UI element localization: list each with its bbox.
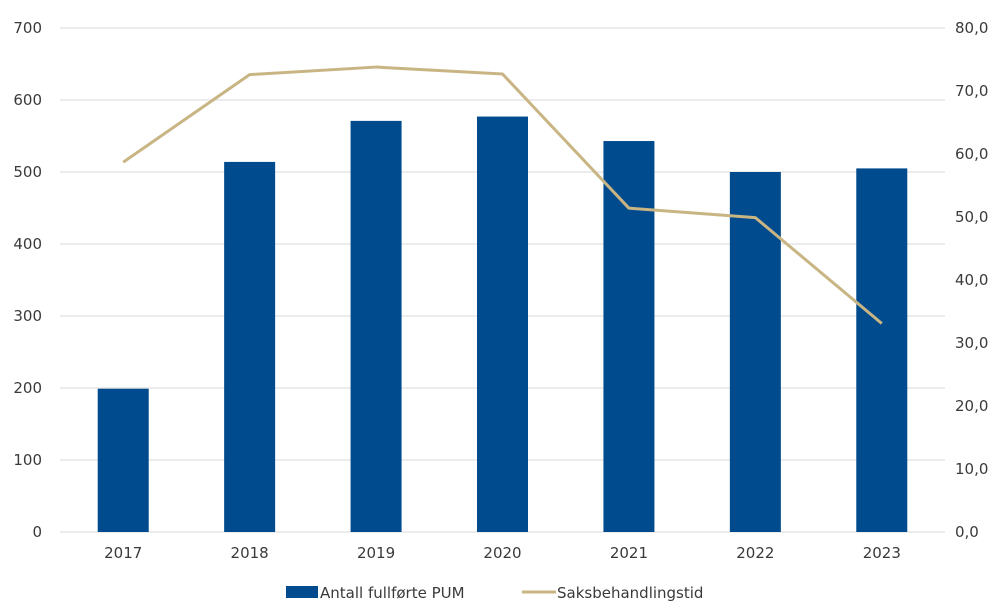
bar-2017 xyxy=(97,388,149,532)
right-axis-tick-label: 70,0 xyxy=(955,82,988,100)
legend-label-line: Saksbehandlingstid xyxy=(557,584,703,602)
legend-swatch-bar xyxy=(286,586,318,598)
right-axis-tick-label: 30,0 xyxy=(955,334,988,352)
x-axis-tick-label: 2019 xyxy=(357,544,395,562)
x-axis-tick-label: 2021 xyxy=(610,544,648,562)
legend: Antall fullførte PUM Saksbehandlingstid xyxy=(286,584,703,602)
left-axis-tick-label: 100 xyxy=(13,451,42,469)
legend-label-bar: Antall fullførte PUM xyxy=(320,584,465,602)
right-axis-tick-label: 0,0 xyxy=(955,523,979,541)
x-axis-tick-label: 2018 xyxy=(231,544,269,562)
bar-2018 xyxy=(224,161,276,533)
bar-2022 xyxy=(729,172,781,532)
x-axis-tick-label: 2017 xyxy=(104,544,142,562)
right-axis-tick-label: 60,0 xyxy=(955,145,988,163)
x-axis-tick-labels: 2017 2018 2019 2020 2021 2022 2023 xyxy=(104,544,901,562)
right-axis-tick-labels: 0,0 10,0 20,0 30,0 40,0 50,0 60,0 70,0 80,0 xyxy=(955,19,988,541)
left-axis-tick-label: 300 xyxy=(13,307,42,325)
right-axis-tick-label: 50,0 xyxy=(955,208,988,226)
bar-2019 xyxy=(350,120,402,532)
left-axis-tick-label: 600 xyxy=(13,91,42,109)
x-axis-tick-label: 2020 xyxy=(483,544,521,562)
x-axis-tick-label: 2023 xyxy=(863,544,901,562)
right-axis-tick-label: 40,0 xyxy=(955,271,988,289)
left-axis-tick-label: 700 xyxy=(13,19,42,37)
right-axis-tick-label: 80,0 xyxy=(955,19,988,37)
line-series xyxy=(122,65,883,325)
left-axis-tick-label: 0 xyxy=(32,523,42,541)
left-axis-tick-label: 400 xyxy=(13,235,42,253)
bar-2020 xyxy=(477,116,528,532)
right-axis-tick-label: 10,0 xyxy=(955,460,988,478)
bar-2021 xyxy=(603,141,655,533)
x-axis-tick-label: 2022 xyxy=(736,544,774,562)
left-axis-tick-label: 500 xyxy=(13,163,42,181)
bar-2023 xyxy=(856,168,908,532)
left-axis-tick-label: 200 xyxy=(13,379,42,397)
bar-series xyxy=(97,116,908,533)
left-axis-tick-labels: 0 100 200 300 400 500 600 700 xyxy=(13,19,42,541)
right-axis-tick-label: 20,0 xyxy=(955,397,988,415)
